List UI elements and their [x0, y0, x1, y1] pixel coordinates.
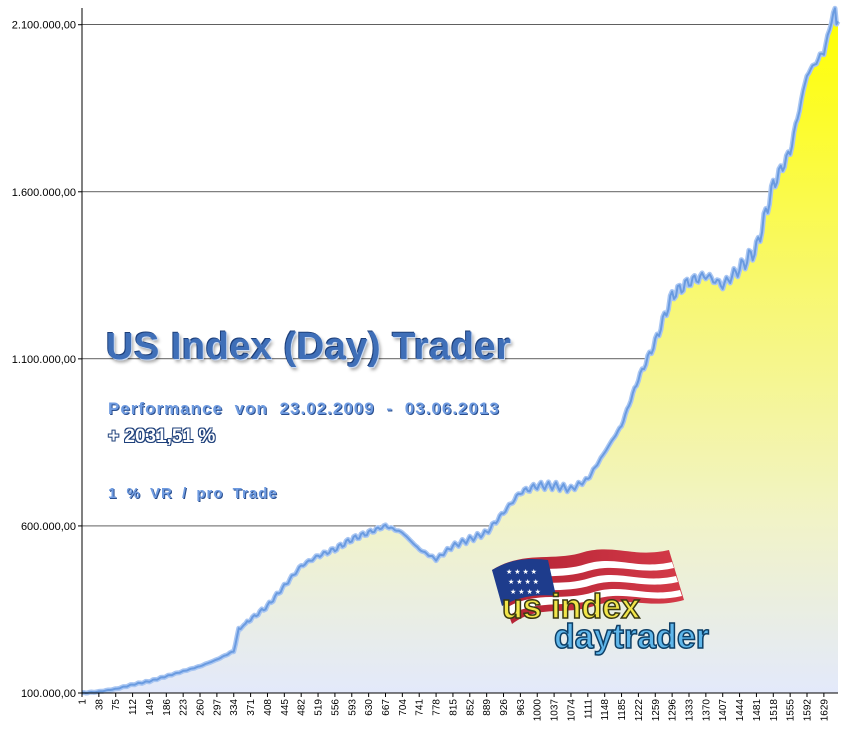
x-tick-label: 741	[415, 699, 426, 716]
x-tick-label: 75	[111, 699, 122, 711]
x-tick-label: 482	[297, 699, 308, 716]
svg-text:★ ★ ★ ★: ★ ★ ★ ★	[510, 588, 541, 596]
x-tick-label: 1629	[819, 699, 830, 722]
y-tick-label: 600.000,00	[21, 521, 76, 533]
x-tick-label: 260	[196, 699, 207, 716]
x-tick-label: 371	[246, 699, 257, 716]
x-tick-label: 889	[482, 699, 493, 716]
y-tick-label: 1.600.000,00	[12, 187, 76, 199]
x-tick-label: 1	[78, 699, 89, 705]
x-tick-label: 704	[398, 699, 409, 716]
svg-text:★ ★ ★ ★: ★ ★ ★ ★	[506, 568, 537, 576]
performance-value: + 2031,51 %	[108, 426, 216, 447]
x-tick-label: 1592	[803, 699, 814, 722]
x-tick-label: 1444	[735, 699, 746, 722]
x-tick-label: 1111	[583, 699, 594, 719]
equity-area-fill	[82, 8, 838, 694]
chart-subtitle: Performance von 23.02.2009 - 03.06.2013	[108, 399, 500, 418]
logo-line2: daytrader	[554, 618, 709, 656]
x-tick-label: 1037	[550, 699, 561, 722]
x-tick-label: 852	[465, 699, 476, 716]
x-tick-label: 963	[516, 699, 527, 716]
x-tick-label: 149	[145, 699, 156, 716]
us-index-daytrader-logo: ★ ★ ★ ★ ★ ★ ★ ★ ★ ★ ★ ★ us index daytrad…	[492, 549, 710, 657]
us-flag-icon: ★ ★ ★ ★ ★ ★ ★ ★ ★ ★ ★ ★	[492, 549, 684, 624]
svg-text:★ ★ ★ ★: ★ ★ ★ ★	[508, 578, 539, 586]
x-tick-label: 1296	[668, 699, 679, 722]
axes	[81, 8, 838, 694]
y-tick-label: 100.000,00	[21, 688, 76, 700]
x-tick-label: 408	[263, 699, 274, 716]
y-tick-label: 2.100.000,00	[12, 20, 76, 32]
x-tick-label: 223	[179, 699, 190, 716]
y-axis-ticks: 100.000,00 600.000,00 1.100.000,00 1.600.00…	[12, 20, 82, 700]
x-tick-label: 778	[432, 699, 443, 716]
x-tick-label: 1555	[786, 699, 797, 722]
x-tick-label: 1370	[701, 699, 712, 722]
x-tick-label: 186	[162, 699, 173, 716]
x-tick-label: 1407	[718, 699, 729, 722]
x-tick-label: 1222	[634, 699, 645, 722]
logo-line1: us index	[502, 588, 640, 626]
x-tick-label: 1185	[617, 699, 628, 721]
x-tick-label: 1074	[567, 699, 578, 722]
x-axis-ticks: 1 38 75 112 149 186 223 260 297 334 371 408 445 482 51…	[78, 693, 830, 722]
x-tick-label: 556	[330, 699, 341, 716]
x-tick-label: 667	[381, 699, 392, 716]
x-tick-label: 926	[499, 699, 510, 716]
x-tick-label: 1481	[752, 699, 763, 722]
equity-area	[81, 5, 841, 696]
y-tick-label: 1.100.000,00	[12, 354, 76, 366]
x-tick-label: 593	[347, 699, 358, 716]
x-tick-label: 519	[314, 699, 325, 716]
x-tick-label: 445	[280, 699, 291, 716]
x-tick-label: 630	[364, 699, 375, 716]
x-tick-label: 38	[94, 699, 105, 711]
x-tick-label: 1000	[533, 699, 544, 722]
x-tick-label: 815	[448, 699, 459, 716]
x-tick-label: 1518	[769, 699, 780, 722]
x-tick-label: 334	[229, 699, 240, 716]
x-tick-label: 1148	[600, 699, 611, 721]
x-tick-label: 1259	[651, 699, 662, 722]
x-tick-label: 297	[212, 699, 223, 716]
x-tick-label: 1333	[685, 699, 696, 722]
equity-line	[81, 7, 839, 694]
risk-note: 1 % VR / pro Trade	[108, 485, 278, 502]
x-tick-label: 112	[128, 699, 139, 715]
chart-title: US Index (Day) Trader	[106, 326, 512, 368]
